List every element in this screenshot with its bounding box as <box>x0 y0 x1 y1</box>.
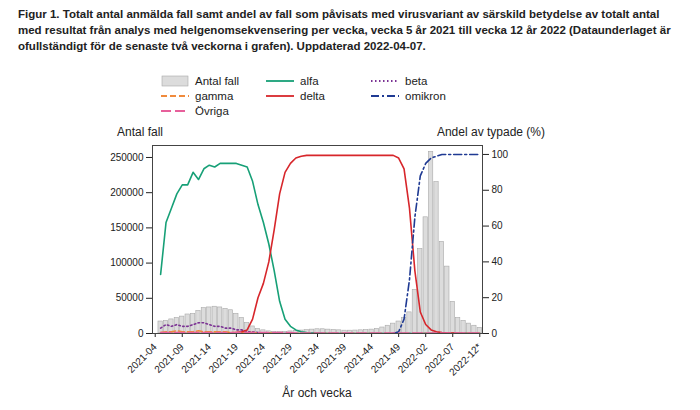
html-text:Antal fall: Antal fall <box>195 75 240 87</box>
svg-text:2021-44: 2021-44 <box>341 341 376 375</box>
svg-text:50000: 50000 <box>116 292 144 303</box>
html-text:alfa: alfa <box>300 75 319 87</box>
html-text:gamma: gamma <box>195 90 234 102</box>
html-text:År och vecka: År och vecka <box>282 386 352 400</box>
svg-text:100: 100 <box>492 149 509 160</box>
svg-text:200000: 200000 <box>110 187 144 198</box>
svg-text:20: 20 <box>492 292 504 303</box>
svg-text:2021-14: 2021-14 <box>179 341 213 375</box>
svg-text:2022-07: 2022-07 <box>422 341 457 375</box>
svg-text:2021-29: 2021-29 <box>260 341 295 375</box>
svg-text:80: 80 <box>492 184 504 195</box>
svg-text:2021-04: 2021-04 <box>125 341 159 375</box>
html-text:Antal fall: Antal fall <box>117 125 163 139</box>
svg-text:0: 0 <box>492 328 498 339</box>
svg-text:250000: 250000 <box>110 152 144 163</box>
svg-text:2021-49: 2021-49 <box>368 341 403 375</box>
svg-text:100000: 100000 <box>110 257 144 268</box>
svg-text:2021-24: 2021-24 <box>233 341 268 375</box>
svg-text:2022-12*: 2022-12* <box>447 341 484 378</box>
svg-text:2021-39: 2021-39 <box>314 341 349 375</box>
svg-text:2021-19: 2021-19 <box>206 341 240 375</box>
html-text:Figur 1. Totalt antal anmälda: Figur 1. Totalt antal anmälda fall samt … <box>18 8 671 52</box>
html-text:Andel av typade (%): Andel av typade (%) <box>436 125 545 139</box>
html-text:delta: delta <box>300 90 325 102</box>
html-text:Övriga: Övriga <box>195 105 229 117</box>
svg-text:2022-02: 2022-02 <box>395 341 430 375</box>
svg-text:40: 40 <box>492 256 504 267</box>
svg-text:2021-34: 2021-34 <box>287 341 322 375</box>
svg-text:0: 0 <box>138 328 144 339</box>
html-text:omikron: omikron <box>405 90 446 102</box>
svg-text:2021-09: 2021-09 <box>152 341 186 375</box>
svg-text:60: 60 <box>492 220 504 231</box>
html-text:beta: beta <box>405 75 428 87</box>
svg-text:150000: 150000 <box>110 222 144 233</box>
